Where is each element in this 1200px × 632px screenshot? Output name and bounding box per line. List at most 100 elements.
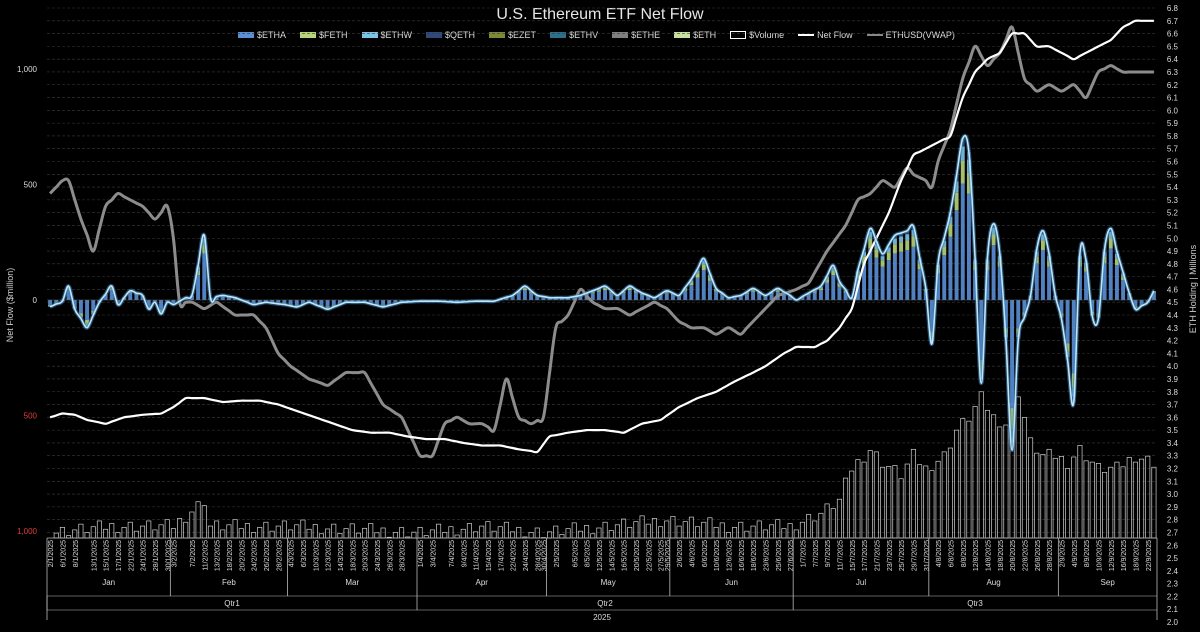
etf-flow-bar	[683, 290, 688, 300]
y-right-tick-label: 4.3	[1167, 324, 1179, 333]
etf-flow-bar	[960, 146, 965, 161]
volume-bar	[775, 519, 781, 539]
x-tick-label: 22/9/2025	[1146, 540, 1153, 571]
volume-bar	[103, 528, 109, 539]
y-axis-left: 1,000 500 0 500 1,000	[17, 65, 38, 536]
volume-bar	[966, 420, 972, 539]
etf-flow-bar	[78, 300, 83, 314]
volume-bar	[621, 518, 627, 539]
etf-flow-bar	[960, 160, 965, 184]
legend-swatch	[361, 32, 378, 38]
month-label: Feb	[222, 578, 236, 587]
etf-flow-bar	[300, 300, 305, 304]
volume-bar	[559, 534, 565, 539]
volume-bar	[682, 521, 688, 539]
gridlines	[47, 7, 1157, 533]
etf-flow-bar	[868, 231, 873, 239]
volume-bar	[1077, 445, 1083, 539]
legend-swatch	[866, 34, 883, 36]
legend-label: $EZET	[508, 30, 537, 40]
volume-bar	[725, 532, 731, 539]
legend-item[interactable]: $QETH	[426, 30, 475, 40]
etf-flow-bar	[633, 292, 638, 300]
volume-series	[53, 391, 1157, 539]
x-tick-label: 18/8/2025	[998, 540, 1005, 571]
legend-item[interactable]: $ETHV	[550, 30, 598, 40]
y-left-tick-label: 500	[24, 412, 38, 421]
x-tick-label: 4/9/2025	[1072, 540, 1079, 567]
volume-bar	[288, 529, 294, 539]
volume-bar	[454, 534, 460, 539]
etf-flow-bar	[1047, 266, 1052, 300]
volume-bar	[1095, 463, 1101, 539]
etf-flow-bar	[603, 290, 608, 300]
volume-bar	[1151, 466, 1157, 539]
etf-flow-bar	[590, 293, 595, 300]
volume-bar	[1139, 458, 1145, 539]
volume-bar	[281, 520, 287, 539]
y-right-tick-label: 4.2	[1167, 337, 1179, 346]
etf-flow-bar	[621, 293, 626, 300]
etf-flow-bar	[627, 288, 632, 291]
y-right-tick-label: 6.2	[1167, 81, 1179, 90]
volume-bar	[72, 529, 78, 539]
y-right-tick-label: 5.0	[1167, 234, 1179, 243]
etf-flow-bar	[979, 300, 984, 360]
legend-item[interactable]: $ETHW	[361, 30, 412, 40]
x-tick-label: 31/7/2025	[924, 540, 931, 571]
y-right-tick-label: 5.9	[1167, 119, 1179, 128]
legend-label: Net Flow	[817, 30, 853, 40]
etf-flow-bar	[781, 294, 786, 300]
x-tick-label: 28/4/2025	[535, 540, 542, 571]
legend-item[interactable]: $EZET	[489, 30, 536, 40]
legend-item[interactable]: $ETHE	[612, 30, 660, 40]
x-tick-label: 24/1/2025	[141, 540, 148, 571]
volume-bar	[78, 523, 84, 539]
legend-item[interactable]: $ETHA	[238, 30, 286, 40]
etf-flow-bar	[91, 300, 96, 311]
etf-flow-bar	[886, 247, 891, 253]
x-tick-label: 23/6/2025	[763, 540, 770, 571]
etf-flow-bar	[862, 263, 867, 300]
volume-bar	[109, 523, 115, 539]
legend-item[interactable]: $FETH	[300, 30, 348, 40]
volume-bar	[793, 529, 799, 539]
x-tick-label: 1/4/2025	[418, 540, 425, 567]
y-right-tick-label: 2.0	[1167, 618, 1179, 627]
etf-flow-bar	[615, 296, 620, 300]
volume-bar	[861, 461, 867, 539]
legend-label: $ETHE	[631, 30, 661, 40]
x-tick-label: 2/5/2025	[554, 540, 561, 567]
etf-flow-bar	[337, 300, 342, 304]
etf-flow-bar	[714, 291, 719, 300]
etf-flow-bar	[1139, 300, 1144, 305]
etf-flow-bars	[48, 138, 1156, 451]
etf-flow-bar	[220, 296, 225, 300]
legend-label: ETHUSD(VWAP)	[885, 30, 955, 40]
x-tick-label: 29/7/2025	[911, 540, 918, 571]
volume-bar	[528, 532, 534, 539]
y-right-tick-label: 2.1	[1167, 605, 1179, 614]
volume-bar	[651, 518, 657, 539]
volume-bar	[799, 521, 805, 539]
legend-item[interactable]: ETHUSD(VWAP)	[866, 30, 955, 40]
x-tick-label: 7/2/2025	[190, 540, 197, 567]
legend-item[interactable]: Net Flow	[798, 30, 853, 40]
legend-label: $FETH	[319, 30, 348, 40]
etf-flow-bar	[991, 234, 996, 246]
etf-flow-bar	[596, 291, 601, 300]
legend-item[interactable]: $Volume	[730, 30, 784, 40]
volume-bar	[929, 470, 935, 539]
volume-bar	[84, 532, 90, 539]
x-tick-label: 14/5/2025	[609, 540, 616, 571]
volume-bar	[614, 524, 620, 539]
legend-item[interactable]: $ETH	[674, 30, 716, 40]
volume-bar	[1114, 461, 1120, 539]
volume-bar	[590, 533, 596, 539]
volume-bar	[96, 520, 102, 539]
y-left-tick-label: 1,000	[17, 65, 38, 74]
y-right-tick-label: 3.5	[1167, 426, 1179, 435]
volume-bar	[115, 532, 121, 539]
legend-label: $QETH	[445, 30, 476, 40]
